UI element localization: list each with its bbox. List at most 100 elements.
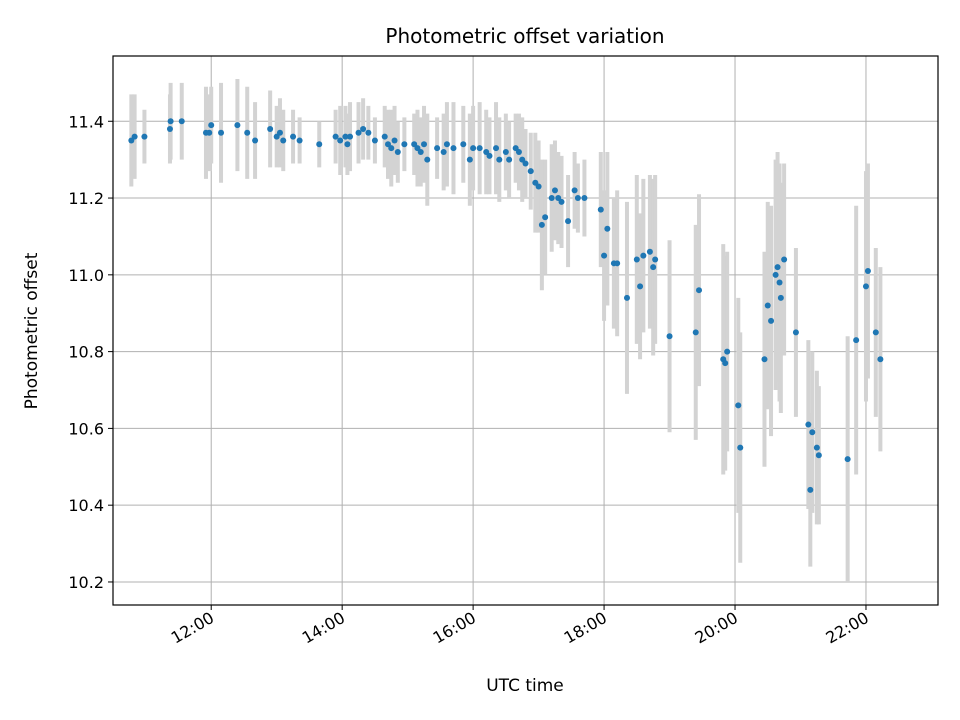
data-point	[244, 129, 251, 136]
data-point	[131, 133, 138, 140]
data-point	[466, 156, 473, 163]
data-point	[633, 256, 640, 263]
data-point	[597, 206, 604, 213]
data-point	[502, 148, 509, 155]
data-point	[722, 360, 729, 367]
data-point	[872, 329, 879, 336]
data-point	[421, 141, 428, 148]
data-point	[535, 183, 542, 190]
data-point	[493, 145, 500, 152]
data-point	[342, 133, 349, 140]
data-point	[542, 214, 549, 221]
data-point	[391, 137, 398, 144]
data-point	[604, 225, 611, 232]
data-point	[776, 279, 783, 286]
data-point	[440, 148, 447, 155]
chart-title: Photometric offset variation	[385, 24, 664, 48]
data-point	[506, 156, 513, 163]
data-point	[805, 421, 812, 428]
data-point	[178, 118, 185, 125]
y-tick-label: 10.6	[68, 419, 104, 438]
data-point	[735, 402, 742, 409]
data-point	[337, 137, 344, 144]
data-point	[652, 256, 659, 263]
data-point	[166, 125, 173, 132]
data-point	[206, 129, 213, 136]
data-point	[792, 329, 799, 336]
plot-frame	[112, 55, 939, 606]
data-point	[515, 148, 522, 155]
data-point	[551, 187, 558, 194]
data-point	[141, 133, 148, 140]
data-point	[565, 218, 572, 225]
data-point	[877, 356, 884, 363]
data-point	[267, 125, 274, 132]
x-axis-title: UTC time	[486, 676, 564, 696]
data-point	[347, 133, 354, 140]
data-point	[280, 137, 287, 144]
y-tick-label: 10.4	[68, 496, 104, 515]
data-point	[764, 302, 771, 309]
data-point	[666, 333, 673, 340]
data-point	[344, 141, 351, 148]
data-point	[737, 444, 744, 451]
data-point	[381, 133, 388, 140]
y-axis-title: Photometric offset	[22, 252, 42, 409]
data-point	[401, 141, 408, 148]
data-point	[696, 287, 703, 294]
data-point	[640, 252, 647, 259]
data-point	[862, 283, 869, 290]
data-point	[316, 141, 323, 148]
data-point	[476, 145, 483, 152]
data-point	[777, 294, 784, 301]
data-point	[365, 129, 372, 136]
data-point	[443, 141, 450, 148]
data-point	[807, 486, 814, 493]
data-point	[844, 456, 851, 463]
data-point	[486, 152, 493, 159]
data-points	[128, 118, 884, 493]
data-point	[496, 156, 503, 163]
data-point	[360, 125, 367, 132]
data-point	[252, 137, 259, 144]
y-tick-label: 11.4	[68, 112, 104, 131]
data-point	[774, 264, 781, 271]
y-axis: 10.2 10.4 10.6 10.8 11.0 11.2 11.4	[68, 112, 113, 592]
data-point	[434, 145, 441, 152]
data-point	[167, 118, 174, 125]
y-tick-label: 10.2	[68, 573, 104, 592]
data-point	[614, 260, 621, 267]
data-point	[853, 337, 860, 344]
data-point	[815, 452, 822, 459]
y-tick-label: 11.2	[68, 189, 104, 208]
data-point	[424, 156, 431, 163]
data-point	[450, 145, 457, 152]
data-point	[646, 248, 653, 255]
data-point	[761, 356, 768, 363]
data-point	[208, 122, 215, 129]
data-point	[371, 137, 378, 144]
data-point	[781, 256, 788, 263]
data-point	[768, 317, 775, 324]
data-point	[809, 429, 816, 436]
data-point	[692, 329, 699, 336]
data-point	[772, 271, 779, 278]
data-point	[355, 129, 362, 136]
data-point	[623, 294, 630, 301]
data-point	[522, 160, 529, 167]
data-point	[527, 168, 534, 175]
data-point	[388, 145, 395, 152]
data-point	[548, 195, 555, 202]
data-point	[417, 148, 424, 155]
data-point	[394, 148, 401, 155]
data-point	[290, 133, 297, 140]
data-point	[470, 145, 477, 152]
data-point	[218, 129, 225, 136]
data-point	[538, 221, 545, 228]
y-tick-label: 10.8	[68, 343, 104, 362]
data-point	[574, 195, 581, 202]
data-point	[724, 348, 731, 355]
data-point	[332, 133, 339, 140]
data-point	[276, 129, 283, 136]
